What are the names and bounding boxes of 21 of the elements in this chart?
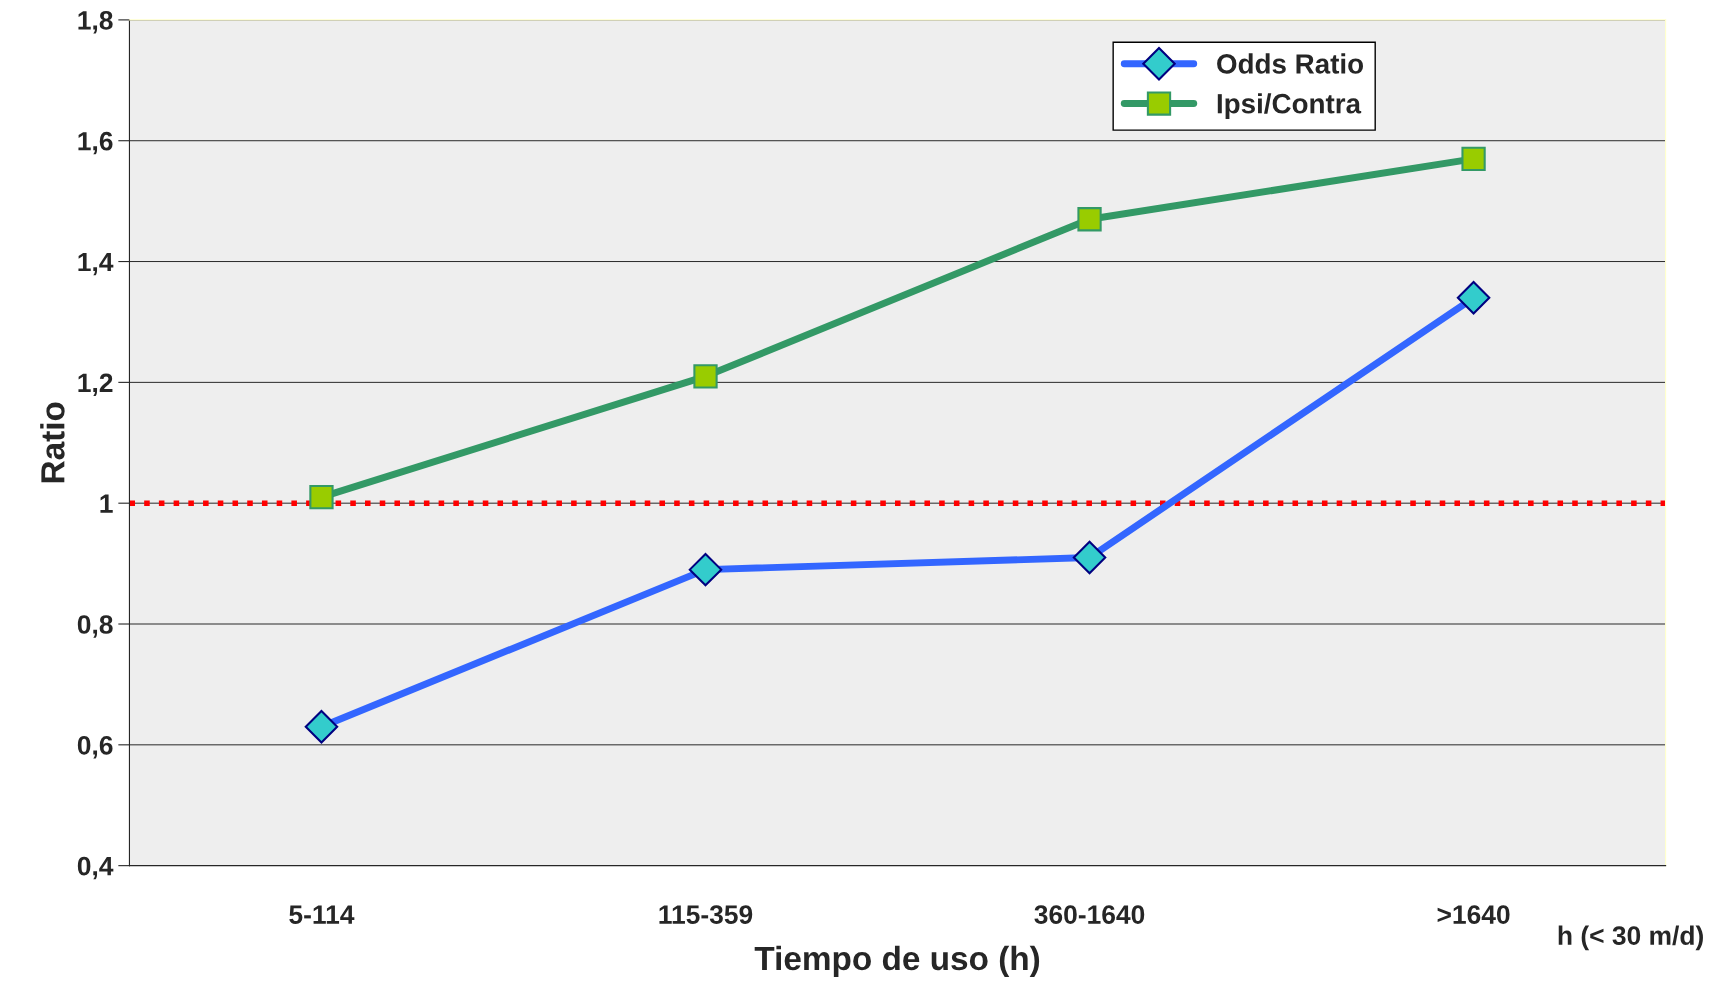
y-tick-label: 1,2 [78, 373, 113, 397]
y-tick-label: 0,8 [77, 615, 113, 638]
y-tick-label: 1,4 [78, 252, 114, 276]
point [1461, 146, 1486, 171]
x-axis-title: Tiempo de uso (h) [754, 945, 1040, 977]
y-axis-title: Ratio [40, 402, 65, 483]
x-tick-label: >1640 [1437, 905, 1510, 924]
legend-label: Odds Ratio [1217, 53, 1364, 74]
text: h (< 30 m/d) [1558, 925, 1703, 951]
point [309, 484, 334, 510]
y-tick-label: 0,6 [77, 735, 113, 759]
point [693, 364, 718, 389]
y-tick-label: 1,6 [78, 131, 113, 155]
y-tick-label: 0,4 [77, 856, 114, 880]
x-tick-label: 360-1640 [1034, 905, 1145, 924]
x-tick-label: 5-114 [289, 905, 355, 924]
y-tick-label: 1,8 [78, 11, 113, 34]
point [1077, 207, 1102, 232]
legend-label: Ipsi/Contra [1217, 93, 1362, 120]
x-tick-label: 115-359 [659, 905, 753, 924]
y-tick-label: 1 [100, 494, 113, 513]
